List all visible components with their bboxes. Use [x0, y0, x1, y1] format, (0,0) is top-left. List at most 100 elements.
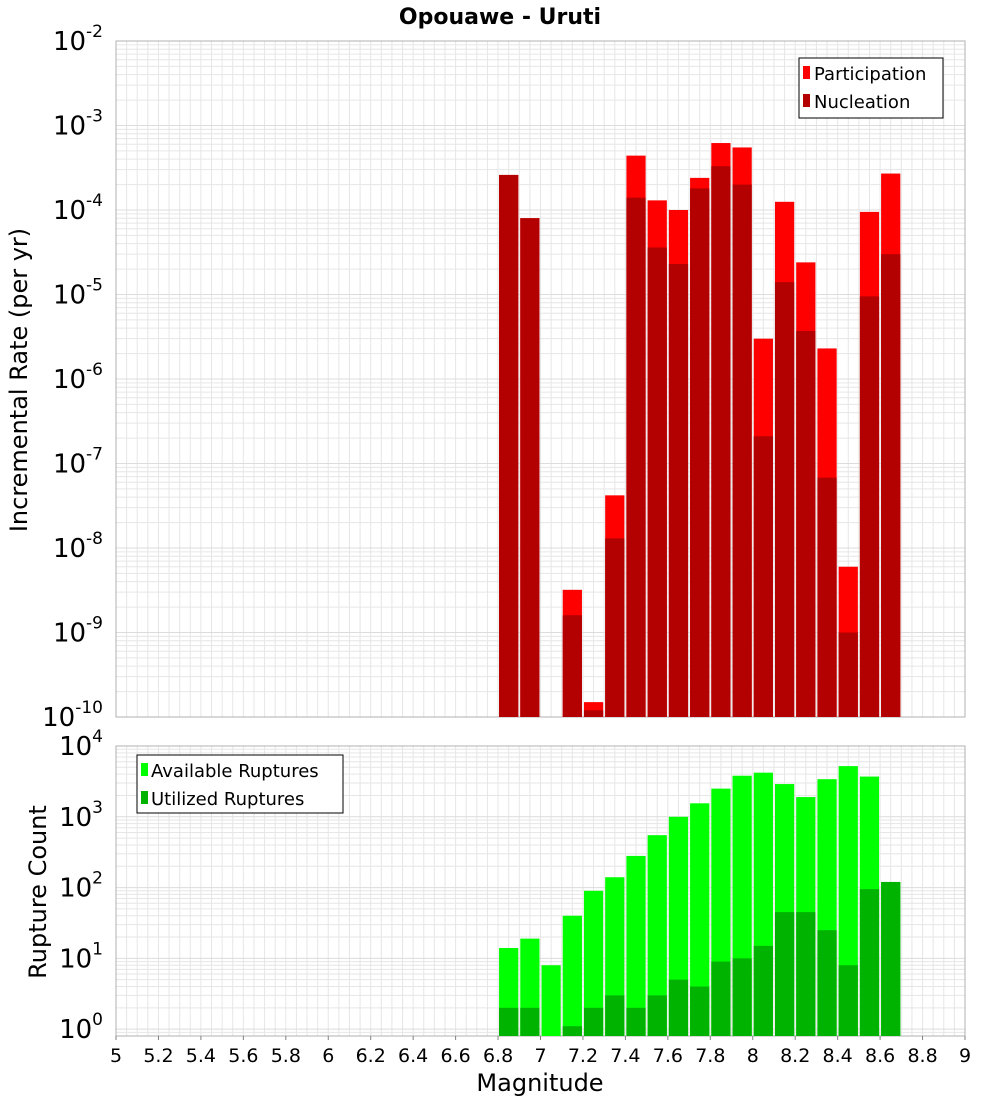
x-tick-label: 5.8 [271, 1045, 301, 1067]
x-tick-label: 8.4 [823, 1045, 853, 1067]
utilized-rupture-bar [753, 945, 773, 1036]
utilized-rupture-bar [711, 961, 731, 1036]
rate-legend: Participation Nucleation [798, 57, 944, 119]
nucleation-bar [690, 188, 710, 718]
nucleation-bar [520, 218, 540, 717]
x-tick-label: 5.4 [186, 1045, 216, 1067]
utilized-rupture-bar [732, 958, 752, 1036]
x-tick-label: 6.8 [483, 1045, 513, 1067]
participation-legend-label: Participation [814, 64, 926, 85]
y-tick-label: 10-3 [53, 107, 103, 142]
y-tick-label: 10-4 [53, 191, 103, 226]
x-tick-label: 6.4 [398, 1045, 428, 1067]
x-tick-label: 7.8 [695, 1045, 725, 1067]
available-rupture-bar [562, 915, 582, 1036]
y-tick-label: 103 [59, 798, 103, 833]
available-rupture-bar [583, 890, 604, 1036]
count-legend: Available Ruptures Utilized Ruptures [136, 754, 344, 814]
rate-legend-box [798, 57, 944, 119]
x-tick-label: 5 [110, 1045, 122, 1067]
nucleation-bar [774, 282, 795, 717]
nucleation-bar [732, 184, 752, 717]
utilized-legend-swatch [141, 791, 148, 804]
x-tick-label: 5.6 [228, 1045, 258, 1067]
utilized-rupture-bar [668, 979, 689, 1036]
nucleation-bar [881, 254, 901, 717]
utilized-rupture-bar [562, 1026, 582, 1036]
utilized-rupture-bar [520, 1007, 540, 1036]
utilized-rupture-bar [605, 995, 625, 1036]
count-y-tick-labels: 100 101 102 103 104 [59, 727, 103, 1045]
x-tick-label: 7.4 [610, 1045, 640, 1067]
y-tick-label: 10-5 [53, 276, 103, 311]
x-axis-label: Magnitude [476, 1069, 603, 1097]
nucleation-bar [583, 710, 604, 717]
nucleation-legend-label: Nucleation [814, 92, 910, 113]
x-tick-label: 5.2 [143, 1045, 173, 1067]
x-tick-label: 7.6 [653, 1045, 683, 1067]
utilized-legend-label: Utilized Ruptures [151, 789, 304, 810]
utilized-rupture-bar [796, 912, 816, 1036]
y-tick-label: 101 [59, 939, 103, 974]
nucleation-bar [711, 166, 731, 718]
y-tick-label: 102 [59, 869, 103, 904]
x-tick-label: 8.8 [907, 1045, 937, 1067]
nucleation-bar [626, 197, 646, 718]
y-tick-label: 10-9 [53, 614, 103, 649]
participation-legend-swatch [803, 66, 810, 79]
y-tick-label: 10-6 [53, 360, 103, 395]
nucleation-bar [668, 263, 689, 717]
utilized-rupture-bar [626, 1007, 646, 1036]
count-panel: 100 101 102 103 104 5 5.2 5.4 5.6 5.8 6 6.2 6.4 6.6 6… [24, 727, 971, 1097]
utilized-rupture-bar [881, 881, 901, 1036]
rate-gridlines [115, 41, 966, 718]
count-bars [499, 766, 901, 1036]
available-rupture-bar [626, 855, 646, 1036]
x-tick-label: 6 [322, 1045, 334, 1067]
rate-bars [499, 143, 901, 718]
utilized-rupture-bar [774, 912, 795, 1036]
x-tick-label: 7 [534, 1045, 546, 1067]
x-tick-label: 7.2 [568, 1045, 598, 1067]
nucleation-bar [499, 174, 519, 717]
nucleation-bar [859, 296, 880, 717]
utilized-rupture-bar [499, 1007, 519, 1036]
y-tick-label: 10-8 [53, 529, 103, 564]
nucleation-bar [796, 330, 816, 717]
available-rupture-bar [647, 835, 667, 1036]
available-legend-swatch [141, 763, 148, 776]
x-tick-label: 8 [747, 1045, 759, 1067]
utilized-rupture-bar [838, 965, 858, 1036]
y-tick-label: 104 [59, 727, 103, 762]
available-legend-label: Available Ruptures [151, 761, 319, 782]
rate-panel: 10-10 10-9 10-8 10-7 10-6 10-5 10-4 10-3 10-2 In… [5, 22, 966, 733]
utilized-rupture-bar [817, 930, 837, 1036]
y-tick-label: 100 [59, 1010, 103, 1045]
nucleation-bar [753, 436, 773, 717]
nucleation-bar [605, 538, 625, 717]
nucleation-bar [562, 615, 582, 717]
utilized-rupture-bar [647, 995, 667, 1036]
magnitude-x-tick-labels: 5 5.2 5.4 5.6 5.8 6 6.2 6.4 6.6 6.8 7 7.2 7.4 7.6 7.8 8… [110, 1036, 971, 1067]
available-rupture-bar [690, 803, 710, 1036]
available-rupture-bar [541, 965, 561, 1036]
utilized-rupture-bar [583, 1007, 604, 1036]
x-tick-label: 9 [959, 1045, 971, 1067]
rate-plot-frame [115, 40, 966, 718]
chart-title: Opouawe - Uruti [399, 5, 601, 30]
nucleation-bar [817, 477, 837, 717]
x-tick-label: 8.6 [865, 1045, 895, 1067]
rate-y-axis-label: Incremental Rate (per yr) [5, 228, 33, 532]
y-tick-label: 10-2 [53, 22, 103, 57]
x-tick-label: 8.2 [780, 1045, 810, 1067]
y-tick-label: 10-7 [53, 445, 103, 480]
x-tick-label: 6.2 [356, 1045, 386, 1067]
count-y-axis-label: Rupture Count [24, 805, 52, 979]
rate-y-tick-labels: 10-10 10-9 10-8 10-7 10-6 10-5 10-4 10-3 10-2 [42, 22, 103, 733]
count-legend-box [136, 754, 344, 814]
utilized-rupture-bar [690, 986, 710, 1036]
x-tick-label: 6.6 [440, 1045, 470, 1067]
utilized-rupture-bar [859, 889, 880, 1036]
y-tick-label: 10-10 [42, 698, 103, 733]
